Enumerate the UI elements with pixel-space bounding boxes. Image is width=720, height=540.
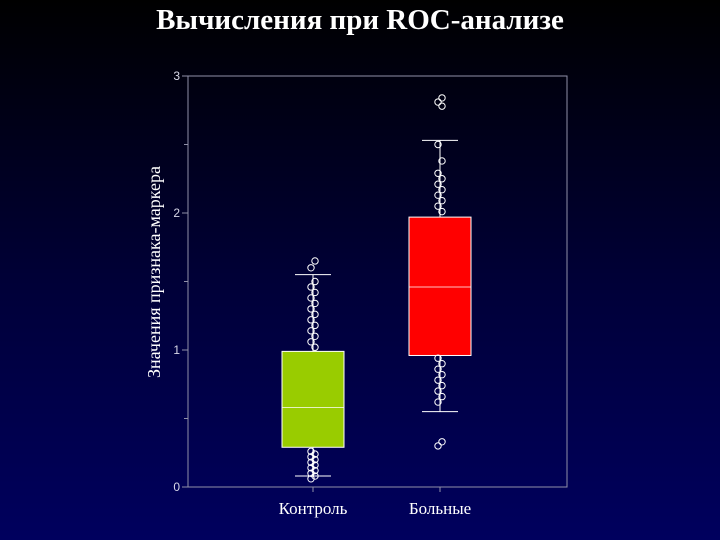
outlier-point <box>307 316 315 324</box>
box-1 <box>281 257 345 483</box>
outlier-point <box>307 264 315 272</box>
outlier-point <box>434 398 442 406</box>
box-2 <box>408 94 472 450</box>
outlier-point <box>311 288 319 297</box>
outlier-point <box>434 191 442 199</box>
outlier-point <box>434 180 442 188</box>
outlier-point <box>438 175 446 183</box>
outlier-point <box>434 354 442 362</box>
outlier-point <box>307 327 315 335</box>
outlier-point <box>438 94 446 102</box>
outlier-point <box>434 202 442 210</box>
outlier-point <box>438 186 446 194</box>
x-category-label: Больные <box>409 499 471 518</box>
outlier-point <box>438 438 446 446</box>
y-tick-label: 2 <box>173 206 180 220</box>
outlier-point <box>438 392 446 401</box>
outlier-point <box>434 365 442 373</box>
y-axis-title: Значения признака-маркера <box>144 166 164 378</box>
y-tick-label: 1 <box>173 343 180 357</box>
y-tick-label: 3 <box>173 69 180 83</box>
outlier-point <box>307 294 315 302</box>
outlier-point <box>311 321 319 330</box>
outlier-point <box>311 257 319 265</box>
outlier-point <box>438 381 446 390</box>
outlier-point <box>311 343 319 351</box>
outlier-point <box>434 442 442 450</box>
interquartile-box <box>408 216 472 356</box>
outlier-point <box>438 196 446 205</box>
outlier-point <box>438 370 446 379</box>
outlier-point <box>307 447 315 456</box>
plot-frame <box>187 75 568 488</box>
x-category-label: Контроль <box>279 499 348 518</box>
outlier-point <box>438 157 446 165</box>
outlier-point <box>438 360 446 368</box>
outlier-point <box>311 332 319 340</box>
outlier-point <box>434 387 442 395</box>
outlier-point <box>434 376 442 384</box>
outlier-point <box>311 310 319 319</box>
outlier-point <box>307 283 315 291</box>
outlier-point <box>311 299 319 308</box>
interquartile-box <box>281 350 345 448</box>
y-tick-label: 0 <box>173 480 180 494</box>
outlier-point <box>434 140 442 149</box>
outlier-point <box>311 277 319 286</box>
outlier-point <box>438 207 446 216</box>
slide-title: Вычисления при ROC-анализе <box>156 4 564 36</box>
outlier-point <box>307 338 315 346</box>
outlier-point <box>434 169 442 177</box>
outlier-point <box>434 98 442 106</box>
outlier-point <box>438 102 446 110</box>
outlier-point <box>307 305 315 313</box>
